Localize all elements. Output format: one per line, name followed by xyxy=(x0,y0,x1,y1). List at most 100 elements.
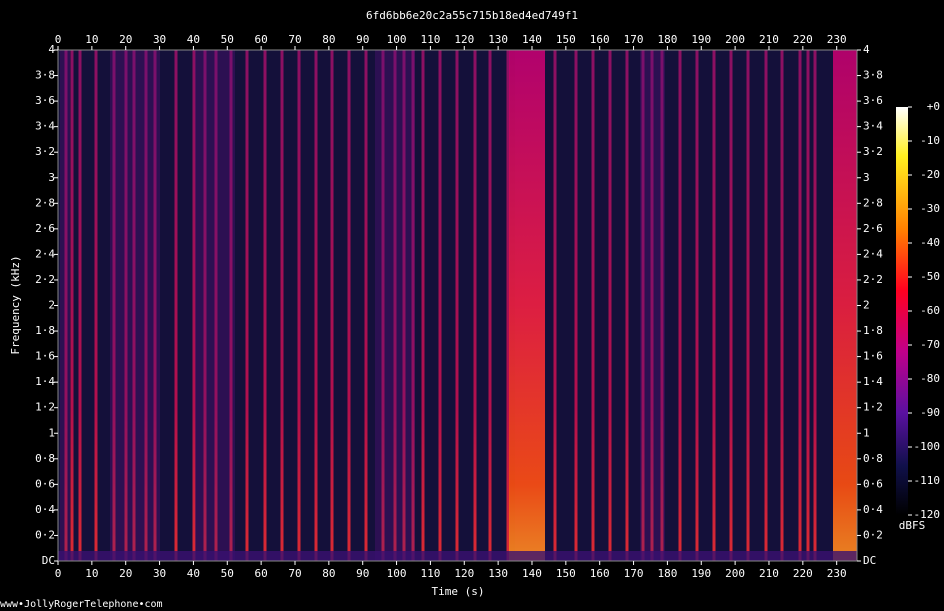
x-tick-label: 60 xyxy=(255,567,268,580)
spectrogram-stripe xyxy=(712,50,716,561)
y-tick-label: 1·4 xyxy=(35,375,55,388)
spectrogram-stripe xyxy=(678,50,682,561)
y-tick-label-right: 0·4 xyxy=(863,503,883,516)
spectrogram-stripe xyxy=(553,50,557,561)
x-tick-label: 150 xyxy=(556,567,576,580)
colorbar-tick-label: -120 xyxy=(914,508,941,521)
y-tick-label: 3·2 xyxy=(35,145,55,158)
x-tick-label-top: 170 xyxy=(624,33,644,46)
spectrogram-stripe xyxy=(438,50,442,561)
spectrogram-region xyxy=(375,50,415,561)
y-tick-label-right: 3·2 xyxy=(863,145,883,158)
y-tick-label: 0·8 xyxy=(35,452,55,465)
spectrogram-stripe xyxy=(806,50,810,561)
y-tick-label: 1 xyxy=(48,426,55,439)
y-tick-label-right: 0·6 xyxy=(863,477,883,490)
spectrogram-stripe xyxy=(381,50,385,561)
spectrogram-stripe xyxy=(411,50,415,561)
y-tick-label: 1·8 xyxy=(35,324,55,337)
x-tick-label-top: 130 xyxy=(488,33,508,46)
spectrogram-stripe xyxy=(94,50,98,561)
colorbar-tick-label: -80 xyxy=(920,372,940,385)
colorbar-tick-label: -40 xyxy=(920,236,940,249)
spectrogram-stripe xyxy=(330,50,334,561)
spectrogram-stripe xyxy=(746,50,750,561)
x-tick-label: 80 xyxy=(322,567,335,580)
x-tick-label: 20 xyxy=(119,567,132,580)
spectrogram-region xyxy=(110,50,140,561)
x-tick-label-top: 70 xyxy=(288,33,301,46)
spectrogram-stripe xyxy=(591,50,595,561)
spectrogram-stripe xyxy=(78,50,82,561)
x-tick-label-top: 0 xyxy=(55,33,62,46)
y-tick-label-right: 3 xyxy=(863,171,870,184)
x-tick-label-top: 10 xyxy=(85,33,98,46)
x-tick-label-top: 160 xyxy=(590,33,610,46)
y-tick-label-right: 3·4 xyxy=(863,120,883,133)
y-tick-label-right: 2·8 xyxy=(863,196,883,209)
spectrogram-stripe xyxy=(144,50,148,561)
x-tick-label-top: 190 xyxy=(691,33,711,46)
spectrogram-stripe xyxy=(203,50,207,561)
colorbar-tick-label: +0 xyxy=(927,100,940,113)
y-tick-label-right: 2·4 xyxy=(863,247,883,260)
spectrogram-stripe xyxy=(245,50,249,561)
colorbar xyxy=(896,107,908,515)
y-tick-label-right: 1·8 xyxy=(863,324,883,337)
colorbar-label: dBFS xyxy=(899,519,926,532)
spectrogram-stripe xyxy=(402,50,406,561)
y-tick-label: 0·4 xyxy=(35,503,55,516)
y-tick-label: DC xyxy=(42,554,55,567)
spectrogram-stripe xyxy=(473,50,477,561)
spectrogram-stripe xyxy=(608,50,612,561)
spectrogram-image xyxy=(58,50,857,561)
y-tick-label: 3·6 xyxy=(35,94,55,107)
spectrogram-stripe xyxy=(393,50,397,561)
x-tick-label-top: 180 xyxy=(657,33,677,46)
x-tick-label: 160 xyxy=(590,567,610,580)
spectrogram-stripe xyxy=(641,50,645,561)
x-tick-label-top: 50 xyxy=(221,33,234,46)
spectrogram-stripe xyxy=(488,50,492,561)
x-tick-label: 210 xyxy=(759,567,779,580)
y-tick-label-right: 1·4 xyxy=(863,375,883,388)
spectrogram-stripe xyxy=(229,50,233,561)
spectrogram-stripe xyxy=(297,50,301,561)
footer: www•JollyRogerTelephone•com xyxy=(0,599,163,610)
spectrogram-stripe xyxy=(798,50,802,561)
spectrogram-stripe xyxy=(70,50,74,561)
colorbar-tick-label: -30 xyxy=(920,202,940,215)
y-tick-label-right: 2·6 xyxy=(863,222,883,235)
x-tick-label: 50 xyxy=(221,567,234,580)
y-tick-label: 2·2 xyxy=(35,273,55,286)
spectrogram-stripe xyxy=(132,50,136,561)
y-tick-label-right: 1·2 xyxy=(863,401,883,414)
x-tick-label: 110 xyxy=(420,567,440,580)
y-tick-label: 3 xyxy=(48,171,55,184)
chart-title: 6fd6bb6e20c2a55c715b18ed4ed749f1 xyxy=(366,9,578,22)
x-tick-label-top: 80 xyxy=(322,33,335,46)
spectrogram-stripe xyxy=(660,50,664,561)
colorbar-tick-label: -90 xyxy=(920,406,940,419)
x-tick-label: 40 xyxy=(187,567,200,580)
spectrogram-stripe xyxy=(112,50,116,561)
y-tick-label: 0·6 xyxy=(35,477,55,490)
spectrogram-stripe xyxy=(455,50,459,561)
y-tick-label: 3·8 xyxy=(35,69,55,82)
y-tick-label-right: 1·6 xyxy=(863,350,883,363)
colorbar-tick-label: -100 xyxy=(914,440,941,453)
spectrogram-stripe xyxy=(695,50,699,561)
x-tick-label-top: 30 xyxy=(153,33,166,46)
spectrogram-stripe xyxy=(280,50,284,561)
x-tick-label-top: 200 xyxy=(725,33,745,46)
spectrogram-stripe xyxy=(153,50,157,561)
x-tick-label-top: 60 xyxy=(255,33,268,46)
colorbar-tick-label: -110 xyxy=(914,474,941,487)
spectrogram-stripe xyxy=(64,50,68,561)
x-tick-label-top: 20 xyxy=(119,33,132,46)
x-tick-label-top: 140 xyxy=(522,33,542,46)
spectrogram-region xyxy=(60,50,70,561)
spectrogram-stripe xyxy=(574,50,578,561)
x-tick-label: 130 xyxy=(488,567,508,580)
